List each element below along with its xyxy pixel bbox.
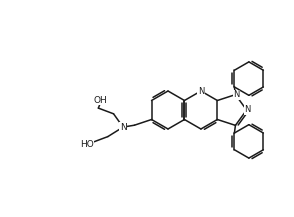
Text: N: N (233, 90, 240, 99)
Text: N: N (244, 105, 251, 115)
Text: N: N (198, 87, 204, 95)
Text: HO: HO (80, 140, 93, 149)
Text: N: N (120, 123, 126, 132)
Text: OH: OH (93, 96, 107, 105)
